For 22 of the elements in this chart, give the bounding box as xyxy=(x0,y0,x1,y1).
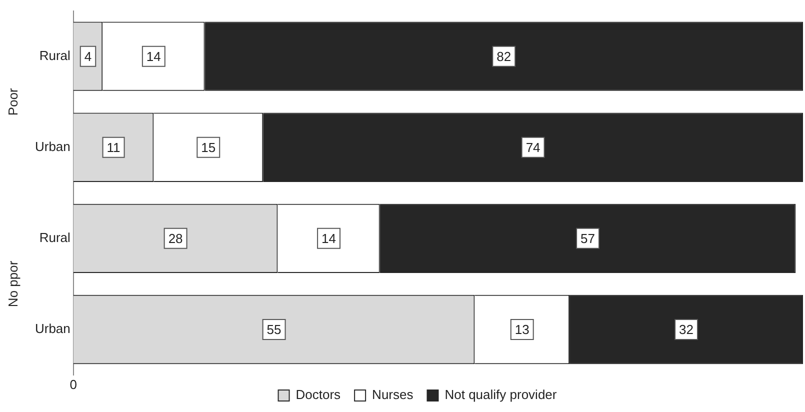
data-label: 11 xyxy=(106,140,120,155)
y-tick-label: Rural xyxy=(39,230,71,246)
data-label: 14 xyxy=(146,48,161,64)
data-label: 74 xyxy=(526,140,540,155)
data-label: 82 xyxy=(496,48,512,64)
legend-label: Nurses xyxy=(372,387,414,402)
data-label: 32 xyxy=(679,322,694,338)
text: Poor xyxy=(6,87,21,116)
data-label: 15 xyxy=(201,140,216,155)
data-label: 55 xyxy=(266,322,282,338)
y-tick-label: Rural xyxy=(39,48,71,63)
data-label: 28 xyxy=(168,231,183,246)
data-label: 4 xyxy=(84,48,92,64)
y-tick-label: Urban xyxy=(34,321,70,336)
data-label: 14 xyxy=(322,231,336,246)
legend-label: Doctors xyxy=(296,387,342,402)
data-label: 57 xyxy=(580,231,596,246)
y-tick-label: Urban xyxy=(34,138,70,154)
data-label: 13 xyxy=(514,322,530,338)
text: 0 xyxy=(70,377,78,392)
legend-label: Not qualify provider xyxy=(444,387,558,402)
text: No ppor xyxy=(6,260,21,308)
